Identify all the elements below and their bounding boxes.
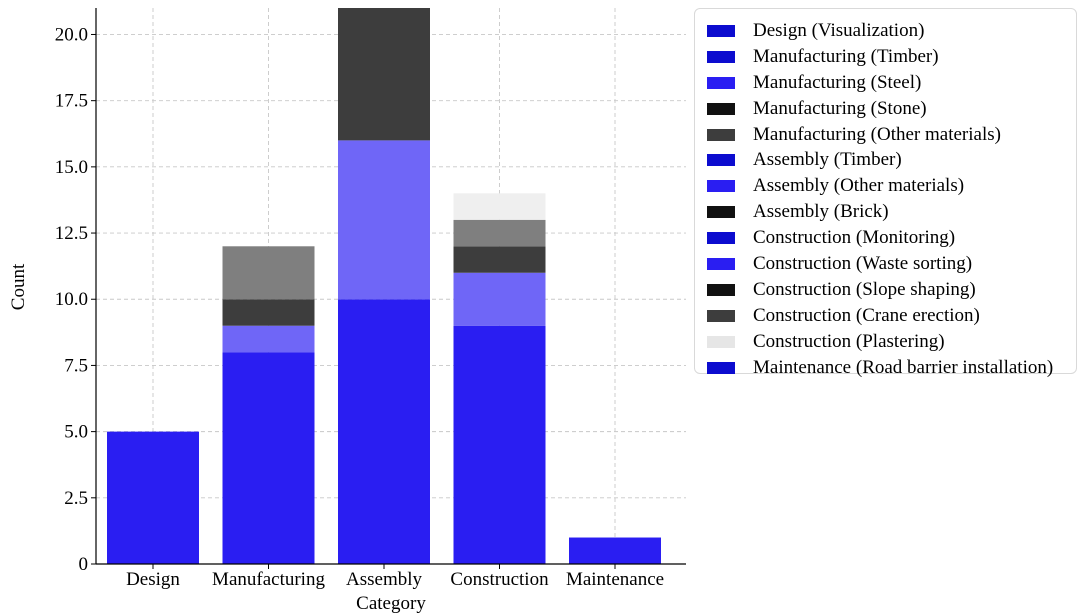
legend-label: Construction (Monitoring) xyxy=(753,227,956,249)
legend-item: Construction (Monitoring) xyxy=(707,225,1076,251)
bar-segment xyxy=(222,352,315,564)
legend-label: Manufacturing (Timber) xyxy=(753,45,939,67)
legend-label: Assembly (Brick) xyxy=(753,201,889,223)
bar-segment xyxy=(338,299,430,564)
legend-item: Design (Visualization) xyxy=(707,18,1076,44)
legend-label: Manufacturing (Steel) xyxy=(753,71,922,93)
legend-item: Construction (Plastering) xyxy=(707,329,1076,355)
bar-segment xyxy=(338,8,430,141)
bar-segment xyxy=(107,431,199,564)
legend-item: Assembly (Timber) xyxy=(707,147,1076,173)
legend-item: Manufacturing (Timber) xyxy=(707,44,1076,70)
legend-label: Construction (Slope shaping) xyxy=(753,278,976,300)
legend-label: Construction (Plastering) xyxy=(753,330,945,352)
y-tick-label: 17.5 xyxy=(55,91,88,112)
legend: Design (Visualization) Manufacturing (Tim… xyxy=(694,8,1077,378)
y-tick-label: 12.5 xyxy=(55,223,88,244)
y-ticks: 0 2.5 5.0 7.5 10.0 12.5 15.0 17.5 20.0 xyxy=(55,24,96,575)
legend-swatch xyxy=(707,76,735,89)
legend-swatch xyxy=(707,283,735,296)
x-tick-label: Assembly xyxy=(346,569,423,590)
legend-swatch xyxy=(707,50,735,63)
legend-swatch xyxy=(707,24,735,37)
legend-swatch xyxy=(707,232,735,245)
bar-segment xyxy=(222,246,315,300)
legend-swatch xyxy=(707,206,735,219)
legend-item: Construction (Crane erection) xyxy=(707,303,1076,329)
legend-label: Manufacturing (Other materials) xyxy=(753,123,1001,145)
legend-swatch xyxy=(707,128,735,141)
bar-segment xyxy=(453,193,546,220)
legend-item: Manufacturing (Steel) xyxy=(707,70,1076,96)
y-tick-label: 5.0 xyxy=(64,422,88,443)
x-tick-label: Manufacturing xyxy=(212,569,325,590)
bars xyxy=(107,8,661,564)
legend-label: Construction (Crane erection) xyxy=(753,304,980,326)
legend-swatch xyxy=(707,309,735,322)
legend-label: Maintenance (Road barrier installation) xyxy=(753,356,1054,378)
bar-segment xyxy=(453,246,546,273)
legend-swatch xyxy=(707,257,735,270)
bar-segment xyxy=(453,219,546,247)
legend-label: Assembly (Timber) xyxy=(753,149,902,171)
legend-item: Construction (Slope shaping) xyxy=(707,277,1076,303)
legend-item: Manufacturing (Stone) xyxy=(707,96,1076,122)
bar-segment xyxy=(569,537,661,564)
bar-segment xyxy=(222,299,315,326)
legend-item: Maintenance (Road barrier installation) xyxy=(707,355,1076,381)
legend-item: Construction (Waste sorting) xyxy=(707,251,1076,277)
x-tick-label: Design xyxy=(126,569,180,590)
y-tick-label: 0 xyxy=(79,554,89,575)
y-axis-label: Count xyxy=(8,263,29,310)
x-tick-label: Maintenance xyxy=(566,569,664,590)
x-ticks: Design Manufacturing Assembly Construction M… xyxy=(126,564,664,590)
x-axis-label: Category xyxy=(356,593,426,614)
legend-label: Manufacturing (Stone) xyxy=(753,97,927,119)
legend-label: Design (Visualization) xyxy=(753,19,925,41)
legend-swatch xyxy=(707,335,735,348)
legend-item: Assembly (Other materials) xyxy=(707,173,1076,199)
legend-item: Assembly (Brick) xyxy=(707,199,1076,225)
y-tick-label: 20.0 xyxy=(55,24,88,45)
bar-segment xyxy=(338,140,430,300)
legend-swatch xyxy=(707,154,735,167)
legend-label: Construction (Waste sorting) xyxy=(753,252,973,274)
bar-segment xyxy=(222,325,315,353)
legend-swatch xyxy=(707,361,735,374)
legend-item: Manufacturing (Other materials) xyxy=(707,122,1076,148)
legend-swatch xyxy=(707,180,735,193)
y-tick-label: 10.0 xyxy=(55,289,88,310)
y-tick-label: 7.5 xyxy=(64,355,88,376)
y-tick-label: 2.5 xyxy=(64,488,88,509)
legend-swatch xyxy=(707,102,735,115)
bar-segment xyxy=(453,272,546,326)
bar-segment xyxy=(453,325,546,564)
legend-label: Assembly (Other materials) xyxy=(753,175,965,197)
y-tick-label: 15.0 xyxy=(55,157,88,178)
x-tick-label: Construction xyxy=(450,569,549,590)
